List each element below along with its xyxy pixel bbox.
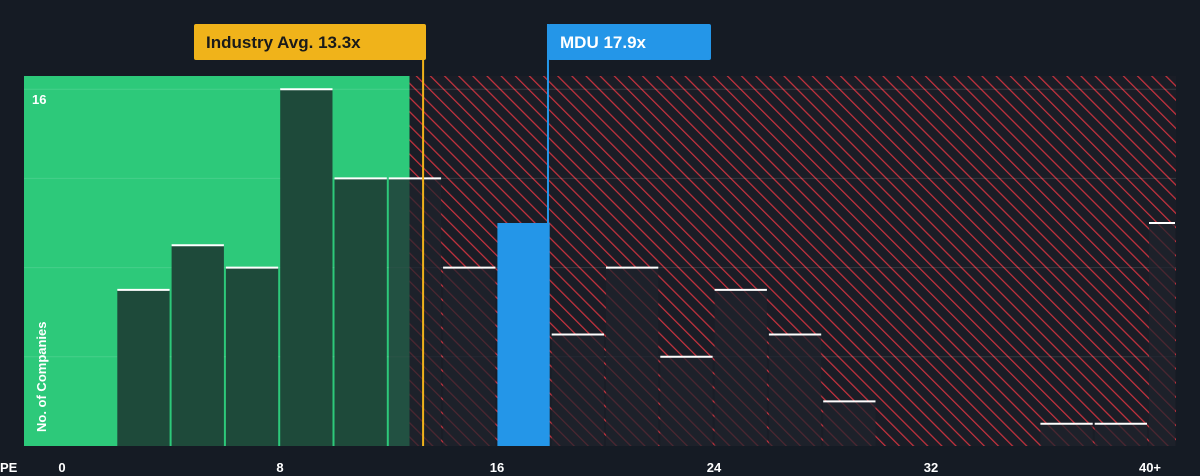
histogram-bar-8 xyxy=(551,334,604,446)
histogram-bar-13 xyxy=(823,401,876,446)
x-tick-label-8: 8 xyxy=(276,460,283,475)
histogram-bar-15 xyxy=(1094,423,1147,446)
histogram-bar-2 xyxy=(225,267,279,446)
industry-avg-callout-label: Industry Avg. 13.3x xyxy=(206,33,361,52)
histogram-bar-10 xyxy=(660,356,713,446)
x-tick-label-0: 0 xyxy=(58,460,65,475)
histogram-bar-3 xyxy=(280,89,333,446)
x-tick-label-32: 32 xyxy=(924,460,938,475)
industry-avg-callout-box xyxy=(194,24,426,60)
x-axis-label: PE xyxy=(0,460,18,475)
y-axis-label: No. of Companies xyxy=(34,321,49,432)
company-callout-box xyxy=(548,24,711,60)
company-callout-label: MDU 17.9x xyxy=(560,33,647,52)
histogram-bar-5 xyxy=(388,178,442,446)
histogram-bar-6 xyxy=(443,267,496,446)
histogram-bar-14 xyxy=(1040,423,1093,446)
x-tick-label-40-plus: 40+ xyxy=(1139,460,1161,475)
y-tick-label-16: 16 xyxy=(32,92,46,107)
histogram-bar-16 xyxy=(1149,223,1175,446)
histogram-bar-9 xyxy=(606,267,659,446)
x-tick-label-24: 24 xyxy=(707,460,722,475)
histogram-bar-7 xyxy=(497,223,550,446)
histogram-bar-1 xyxy=(171,245,224,446)
histogram-bar-4 xyxy=(334,178,387,446)
x-tick-label-16: 16 xyxy=(490,460,504,475)
histogram-bar-0 xyxy=(117,289,170,446)
histogram-bar-11 xyxy=(714,289,767,446)
histogram-bar-12 xyxy=(768,334,822,446)
